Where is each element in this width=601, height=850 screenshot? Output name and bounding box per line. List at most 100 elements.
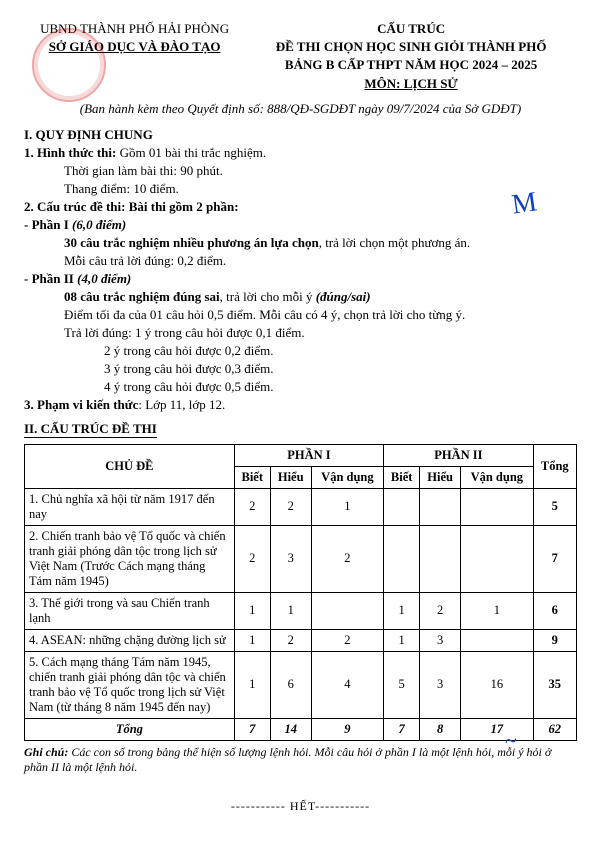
score-line: Thang điểm: 10 điểm. [64, 181, 577, 197]
cell-value: 1 [384, 629, 420, 651]
note-text: Các con số trong bảng thể hiện số lượng … [24, 745, 551, 774]
title-line2: ĐỀ THI CHỌN HỌC SINH GIỎI THÀNH PHỐ [276, 39, 547, 54]
cell-value [384, 525, 420, 592]
cell-value: 1 [461, 592, 533, 629]
part1-label: - Phần I [24, 217, 72, 232]
section1-title: I. QUY ĐỊNH CHUNG [24, 127, 577, 143]
sub-0: Biết [234, 466, 270, 488]
col-part1: PHẦN I [234, 444, 383, 466]
cell-value: 4 [311, 651, 383, 718]
scope-text: : Lớp 11, lớp 12. [138, 397, 225, 412]
table-header-row1: CHỦ ĐỀ PHẦN I PHẦN II Tổng [25, 444, 577, 466]
cell-value: 2 [311, 629, 383, 651]
cell-value [461, 629, 533, 651]
total-label: Tổng [25, 718, 235, 740]
cell-value: 1 [234, 651, 270, 718]
col-part2: PHẦN II [384, 444, 533, 466]
org-line1: UBND THÀNH PHỐ HẢI PHÒNG [40, 21, 229, 36]
cell-value: 1 [270, 592, 311, 629]
section2-title: II. CẤU TRÚC ĐỀ THI [24, 421, 157, 438]
cell-topic: 3. Thế giới trong và sau Chiến tranh lạn… [25, 592, 235, 629]
part2-r4: 4 ý trong câu hỏi được 0,5 điểm. [104, 379, 577, 395]
sub-2: Vận dụng [311, 466, 383, 488]
footer-end: ----------- HẾT----------- [24, 799, 577, 814]
form-line: 1. Hình thức thi: Gồm 01 bài thi trắc ng… [24, 145, 577, 161]
cell-value: 1 [234, 629, 270, 651]
cell-value: 3 [270, 525, 311, 592]
cell-value: 5 [533, 488, 576, 525]
cell-value: 2 [234, 488, 270, 525]
cell-topic: 2. Chiến tranh bảo vệ Tổ quốc và chiến t… [25, 525, 235, 592]
part2-score: (4,0 điểm) [77, 271, 131, 286]
page-root: M ~ { "header": { "left_line1": "UBND TH… [24, 20, 577, 814]
cell-value [461, 525, 533, 592]
cell-topic: 4. ASEAN: những chặng đường lịch sử [25, 629, 235, 651]
cell-value: 7 [533, 525, 576, 592]
tot-2: 9 [311, 718, 383, 740]
title-line4: MÔN: LỊCH SỬ [364, 76, 457, 91]
scope-line: 3. Phạm vi kiến thức: Lớp 11, lớp 12. [24, 397, 577, 413]
cell-value: 2 [234, 525, 270, 592]
title-line1: CẤU TRÚC [377, 21, 445, 36]
header-left: UBND THÀNH PHỐ HẢI PHÒNG SỞ GIÁO DỤC VÀ … [24, 20, 245, 93]
part2-r2: 2 ý trong câu hỏi được 0,2 điểm. [104, 343, 577, 359]
header-right: CẤU TRÚC ĐỀ THI CHỌN HỌC SINH GIỎI THÀNH… [245, 20, 577, 93]
tot-5: 17 [461, 718, 533, 740]
part1-rest: , trả lời chọn một phương án. [319, 235, 471, 250]
part1-desc: 30 câu trắc nghiệm nhiều phương án lựa c… [64, 235, 577, 251]
cell-topic: 5. Cách mạng tháng Tám năm 1945, chiến t… [25, 651, 235, 718]
cell-value [420, 488, 461, 525]
part2-label: - Phần II [24, 271, 77, 286]
part2-desc: 08 câu trắc nghiệm đúng sai, trả lời cho… [64, 289, 577, 305]
part2-r1: Trả lời đúng: 1 ý trong câu hỏi được 0,1… [64, 325, 577, 341]
part2-bold: 08 câu trắc nghiệm đúng sai [64, 289, 220, 304]
form-text: Gồm 01 bài thi trắc nghiệm. [116, 145, 266, 160]
sub-4: Hiểu [420, 466, 461, 488]
note-label: Ghi chú: [24, 745, 68, 759]
tot-3: 7 [384, 718, 420, 740]
sub-5: Vận dụng [461, 466, 533, 488]
part2-rest: , trả lời cho mỗi ý [220, 289, 316, 304]
structure-label: 2. Cấu trúc đề thi: Bài thi gồm 2 phần: [24, 199, 239, 214]
part2-max: Điểm tối đa của 01 câu hỏi 0,5 điểm. Mỗi… [64, 307, 577, 323]
table-body: 1. Chủ nghĩa xã hội từ năm 1917 đến nay2… [25, 488, 577, 718]
part2-r3: 3 ý trong câu hỏi được 0,3 điểm. [104, 361, 577, 377]
scope-label: 3. Phạm vi kiến thức [24, 397, 138, 412]
time-line: Thời gian làm bài thi: 90 phút. [64, 163, 577, 179]
table-note: Ghi chú: Các con số trong bảng thể hiện … [24, 745, 577, 775]
col-total: Tổng [533, 444, 576, 488]
part1-header: - Phần I (6,0 điểm) [24, 217, 577, 233]
issued-line: (Ban hành kèm theo Quyết định số: 888/QĐ… [24, 101, 577, 117]
cell-value: 2 [270, 629, 311, 651]
cell-value: 3 [420, 629, 461, 651]
cell-value: 6 [533, 592, 576, 629]
tot-1: 14 [270, 718, 311, 740]
table-row: 4. ASEAN: những chặng đường lịch sử12213… [25, 629, 577, 651]
col-topic: CHỦ ĐỀ [25, 444, 235, 488]
sub-1: Hiểu [270, 466, 311, 488]
part2-header: - Phần II (4,0 điểm) [24, 271, 577, 287]
cell-value: 35 [533, 651, 576, 718]
cell-value: 5 [384, 651, 420, 718]
org-line2: SỞ GIÁO DỤC VÀ ĐÀO TẠO [49, 39, 221, 54]
table-row: 3. Thế giới trong và sau Chiến tranh lạn… [25, 592, 577, 629]
cell-value: 1 [384, 592, 420, 629]
cell-value: 3 [420, 651, 461, 718]
cell-value: 2 [420, 592, 461, 629]
cell-value [461, 488, 533, 525]
tot-0: 7 [234, 718, 270, 740]
form-label: 1. Hình thức thi: [24, 145, 116, 160]
table-row: 5. Cách mạng tháng Tám năm 1945, chiến t… [25, 651, 577, 718]
cell-value [384, 488, 420, 525]
cell-value: 1 [234, 592, 270, 629]
part1-score: (6,0 điểm) [72, 217, 126, 232]
cell-value [420, 525, 461, 592]
part2-ital: (đúng/sai) [316, 289, 371, 304]
part1-points: Mỗi câu trả lời đúng: 0,2 điểm. [64, 253, 577, 269]
title-line3: BẢNG B CẤP THPT NĂM HỌC 2024 – 2025 [285, 57, 537, 72]
cell-value [311, 592, 383, 629]
sub-3: Biết [384, 466, 420, 488]
cell-value: 6 [270, 651, 311, 718]
structure-table: CHỦ ĐỀ PHẦN I PHẦN II Tổng Biết Hiểu Vận… [24, 444, 577, 741]
part1-bold: 30 câu trắc nghiệm nhiều phương án lựa c… [64, 235, 319, 250]
